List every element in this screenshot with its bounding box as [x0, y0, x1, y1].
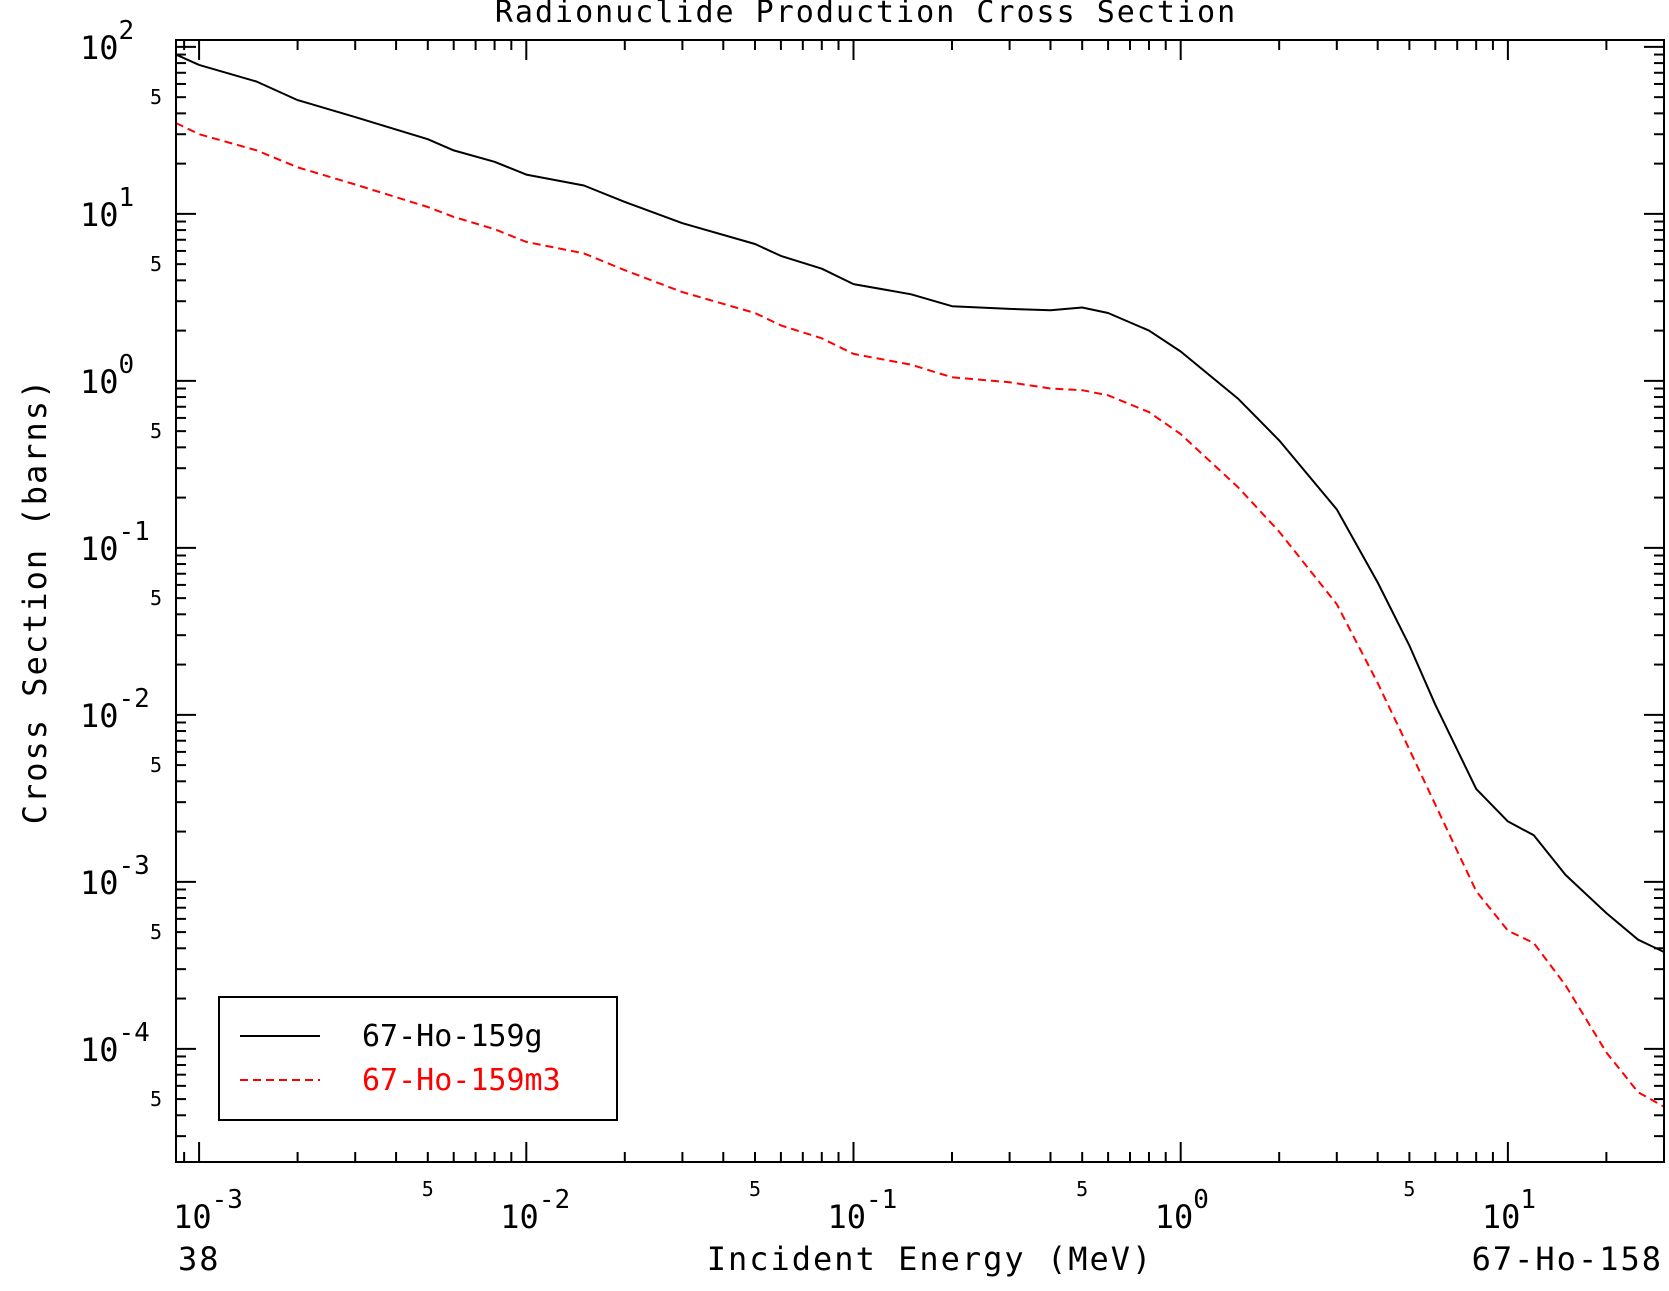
y-minor-tick-label: 5	[150, 1087, 162, 1111]
x-tick-label: 101	[1482, 1185, 1536, 1236]
y-tick-label: 102	[80, 16, 134, 67]
y-minor-tick-label: 5	[150, 85, 162, 109]
y-minor-tick-label: 5	[150, 419, 162, 443]
x-axis-label: Incident Energy (MeV)	[707, 1240, 1154, 1278]
legend-label-ho159m3: 67-Ho-159m3	[362, 1063, 561, 1098]
footer-right-label: 67-Ho-158	[1472, 1240, 1663, 1278]
x-tick-label: 10-1	[827, 1185, 897, 1236]
y-tick-label: 100	[80, 350, 134, 401]
tick-labels: 10-3 10-2 10-1 100 101 5 5 5 5 102 101 100 10-1 10-2 1…	[80, 16, 1536, 1236]
x-tick-label: 10-3	[173, 1185, 243, 1236]
y-minor-tick-label: 5	[150, 753, 162, 777]
y-axis-label: Cross Section (barns)	[16, 378, 54, 825]
series-line-ho159m3	[175, 122, 1665, 1108]
x-minor-tick-label: 5	[749, 1177, 761, 1201]
legend-box	[218, 996, 618, 1121]
chart-title: Radionuclide Production Cross Section	[495, 0, 1237, 30]
legend: 67-Ho-159g 67-Ho-159m3	[218, 996, 618, 1121]
x-minor-tick-label: 5	[1403, 1177, 1415, 1201]
y-tick-label: 101	[80, 183, 134, 234]
y-minor-tick-label: 5	[150, 920, 162, 944]
y-tick-label: 10-4	[80, 1018, 150, 1069]
axis-ticks	[176, 40, 1665, 1162]
plot-frame	[175, 39, 1665, 1163]
y-minor-tick-label: 5	[150, 252, 162, 276]
footer-left-label: 38	[178, 1240, 221, 1278]
legend-label-ho159g: 67-Ho-159g	[362, 1019, 543, 1054]
y-tick-label: 10-2	[80, 684, 150, 735]
y-tick-label: 10-1	[80, 517, 150, 568]
y-minor-tick-label: 5	[150, 586, 162, 610]
y-tick-label: 10-3	[80, 851, 150, 902]
x-tick-label: 100	[1155, 1185, 1209, 1236]
x-minor-tick-label: 5	[1076, 1177, 1088, 1201]
series-lines	[175, 53, 1665, 1156]
x-minor-tick-label: 5	[422, 1177, 434, 1201]
x-tick-label: 10-2	[500, 1185, 570, 1236]
series-line-ho159g	[175, 53, 1665, 1156]
